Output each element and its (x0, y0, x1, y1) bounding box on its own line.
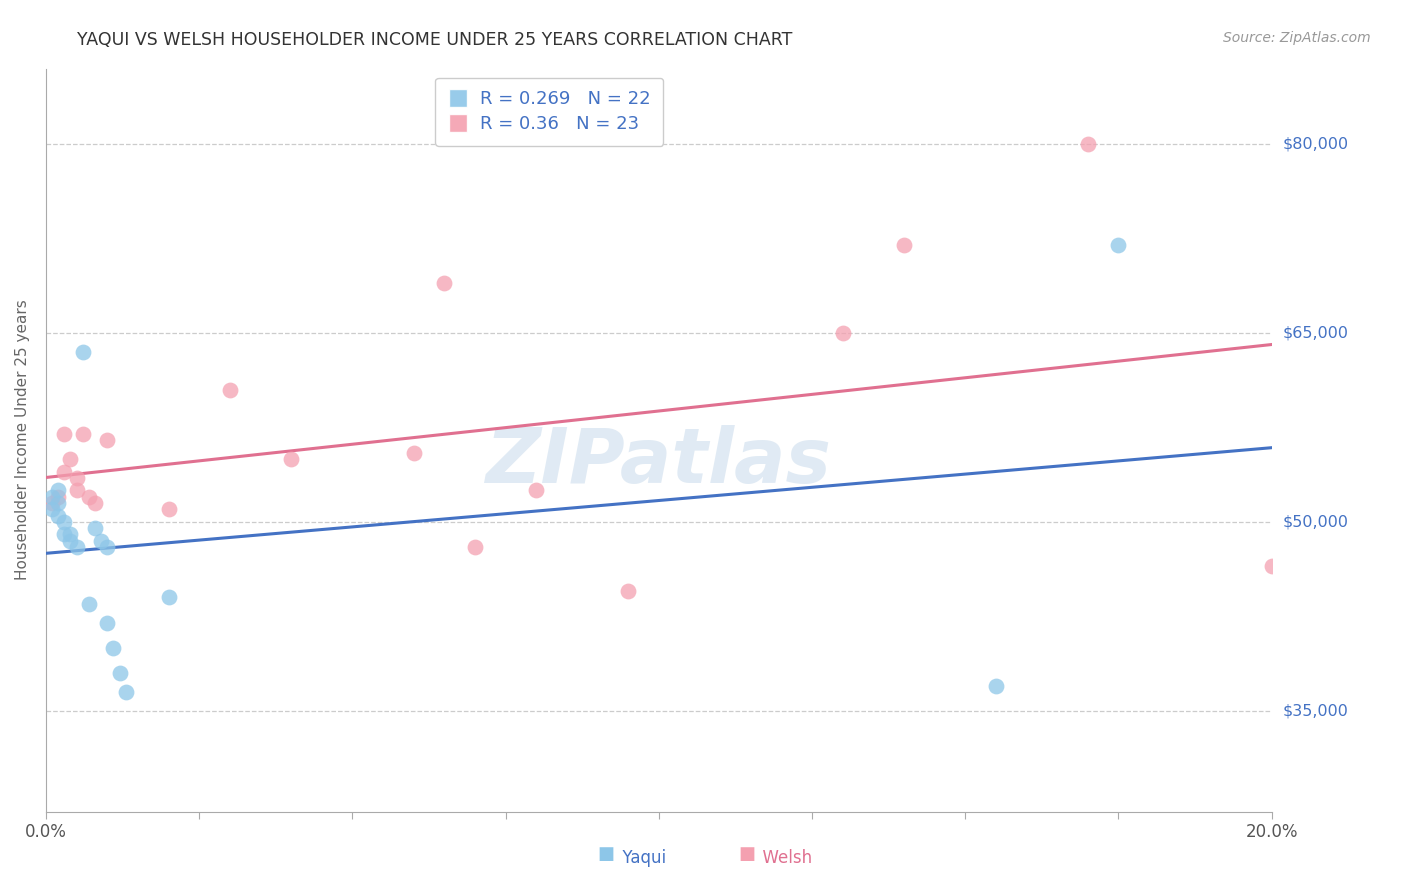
Text: Welsh: Welsh (752, 849, 813, 867)
Point (96, 540, 118, 554)
Point (84, 496, 107, 510)
Point (1260, 558, 1282, 573)
Point (280, 451, 302, 466)
Point (65, 471, 87, 485)
Point (433, 276, 456, 290)
Point (53, 465, 76, 479)
Point (84, 521, 107, 535)
Point (46, 490, 69, 504)
Point (46, 496, 69, 510)
Text: YAQUI VS WELSH HOUSEHOLDER INCOME UNDER 25 YEARS CORRELATION CHART: YAQUI VS WELSH HOUSEHOLDER INCOME UNDER … (77, 31, 793, 49)
Point (65, 483, 87, 498)
Point (41, 490, 63, 504)
Point (617, 584, 640, 599)
Point (984, 679, 1007, 693)
Point (103, 640, 125, 655)
Point (77, 490, 100, 504)
Y-axis label: Householder Income Under 25 years: Householder Income Under 25 years (15, 300, 30, 581)
Point (41, 502, 63, 516)
Point (46, 508, 69, 523)
Point (1107, 237, 1129, 252)
Point (46, 483, 69, 498)
Point (59, 451, 82, 466)
Point (893, 237, 915, 252)
Point (96, 433, 118, 447)
Point (402, 445, 425, 459)
Text: ■: ■ (738, 846, 755, 863)
Point (831, 326, 853, 340)
Point (59, 527, 82, 541)
Point (114, 685, 136, 699)
Point (53, 527, 76, 541)
Point (90, 533, 112, 548)
Point (108, 665, 131, 680)
Text: Source: ZipAtlas.com: Source: ZipAtlas.com (1223, 31, 1371, 45)
Text: ■: ■ (598, 846, 614, 863)
Point (41, 496, 63, 510)
Point (77, 597, 100, 611)
Legend: R = 0.269   N = 22, R = 0.36   N = 23: R = 0.269 N = 22, R = 0.36 N = 23 (434, 78, 664, 146)
Point (218, 383, 240, 397)
Text: $35,000: $35,000 (1282, 703, 1348, 718)
Point (157, 591, 180, 605)
Point (72, 426, 94, 441)
Point (464, 540, 486, 554)
Point (53, 515, 76, 529)
Point (53, 426, 76, 441)
Point (59, 533, 82, 548)
Text: $80,000: $80,000 (1282, 136, 1348, 152)
Text: ZIPatlas: ZIPatlas (486, 425, 832, 500)
Text: $65,000: $65,000 (1282, 326, 1348, 341)
Point (524, 483, 547, 498)
Point (1077, 137, 1099, 152)
Text: Yaqui: Yaqui (612, 849, 665, 867)
Point (157, 502, 180, 516)
Point (96, 615, 118, 630)
Point (65, 540, 87, 554)
Point (72, 344, 94, 359)
Text: $50,000: $50,000 (1282, 515, 1348, 529)
